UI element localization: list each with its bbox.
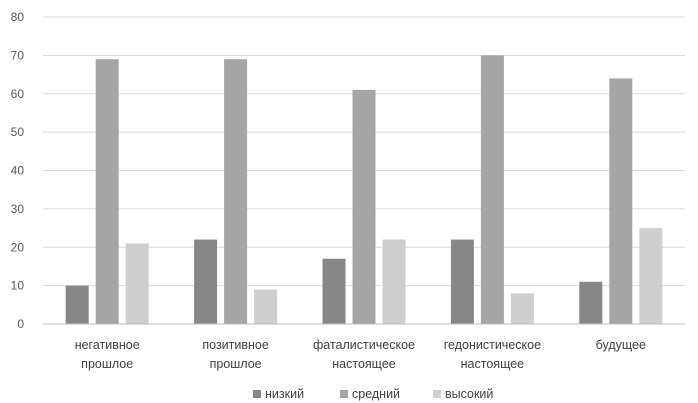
x-tick-label: настоящее [461,357,525,371]
y-tick-label: 40 [11,164,25,178]
x-tick-label: позитивное [202,338,268,352]
bar-высокий [510,293,534,324]
bars [65,55,663,325]
bar-средний [609,78,633,325]
y-tick-label: 60 [11,87,25,101]
x-tick-label: будущее [596,338,646,352]
y-tick-label: 30 [11,202,25,216]
bar-высокий [254,289,278,324]
y-tick-label: 50 [11,125,25,139]
bar-средний [480,55,504,324]
y-axis: 0 10 20 30 40 50 60 70 80 [11,10,25,331]
legend-label: средний [352,387,400,401]
x-tick-label: негативное [75,338,140,352]
bar-низкий [450,239,474,324]
bar-низкий [194,239,218,324]
x-tick-label: фаталистическое [313,338,415,352]
bar-низкий [579,281,603,324]
bar-высокий [125,243,149,324]
y-tick-label: 80 [11,10,25,24]
y-tick-label: 70 [11,48,25,62]
y-tick-label: 0 [17,317,24,331]
legend-swatch [340,390,348,398]
x-tick-label: прошлое [210,357,262,371]
bar-средний [95,59,119,325]
x-tick-label: настоящее [332,357,396,371]
x-tick-label: гедонистическое [444,338,541,352]
bar-высокий [639,228,663,324]
legend: низкий средний высокий [253,387,493,401]
legend-swatch [433,390,441,398]
bar-низкий [322,258,346,324]
y-tick-label: 20 [11,240,25,254]
legend-label: высокий [445,387,493,401]
bar-низкий [65,285,89,324]
bar-средний [352,89,376,324]
x-axis: негативное прошлое позитивное прошлое фатали… [43,323,685,371]
x-tick-label: прошлое [81,357,133,371]
legend-swatch [253,390,261,398]
legend-label: низкий [265,387,304,401]
y-tick-label: 10 [11,279,25,293]
bar-высокий [382,239,406,324]
bar-средний [224,59,248,325]
